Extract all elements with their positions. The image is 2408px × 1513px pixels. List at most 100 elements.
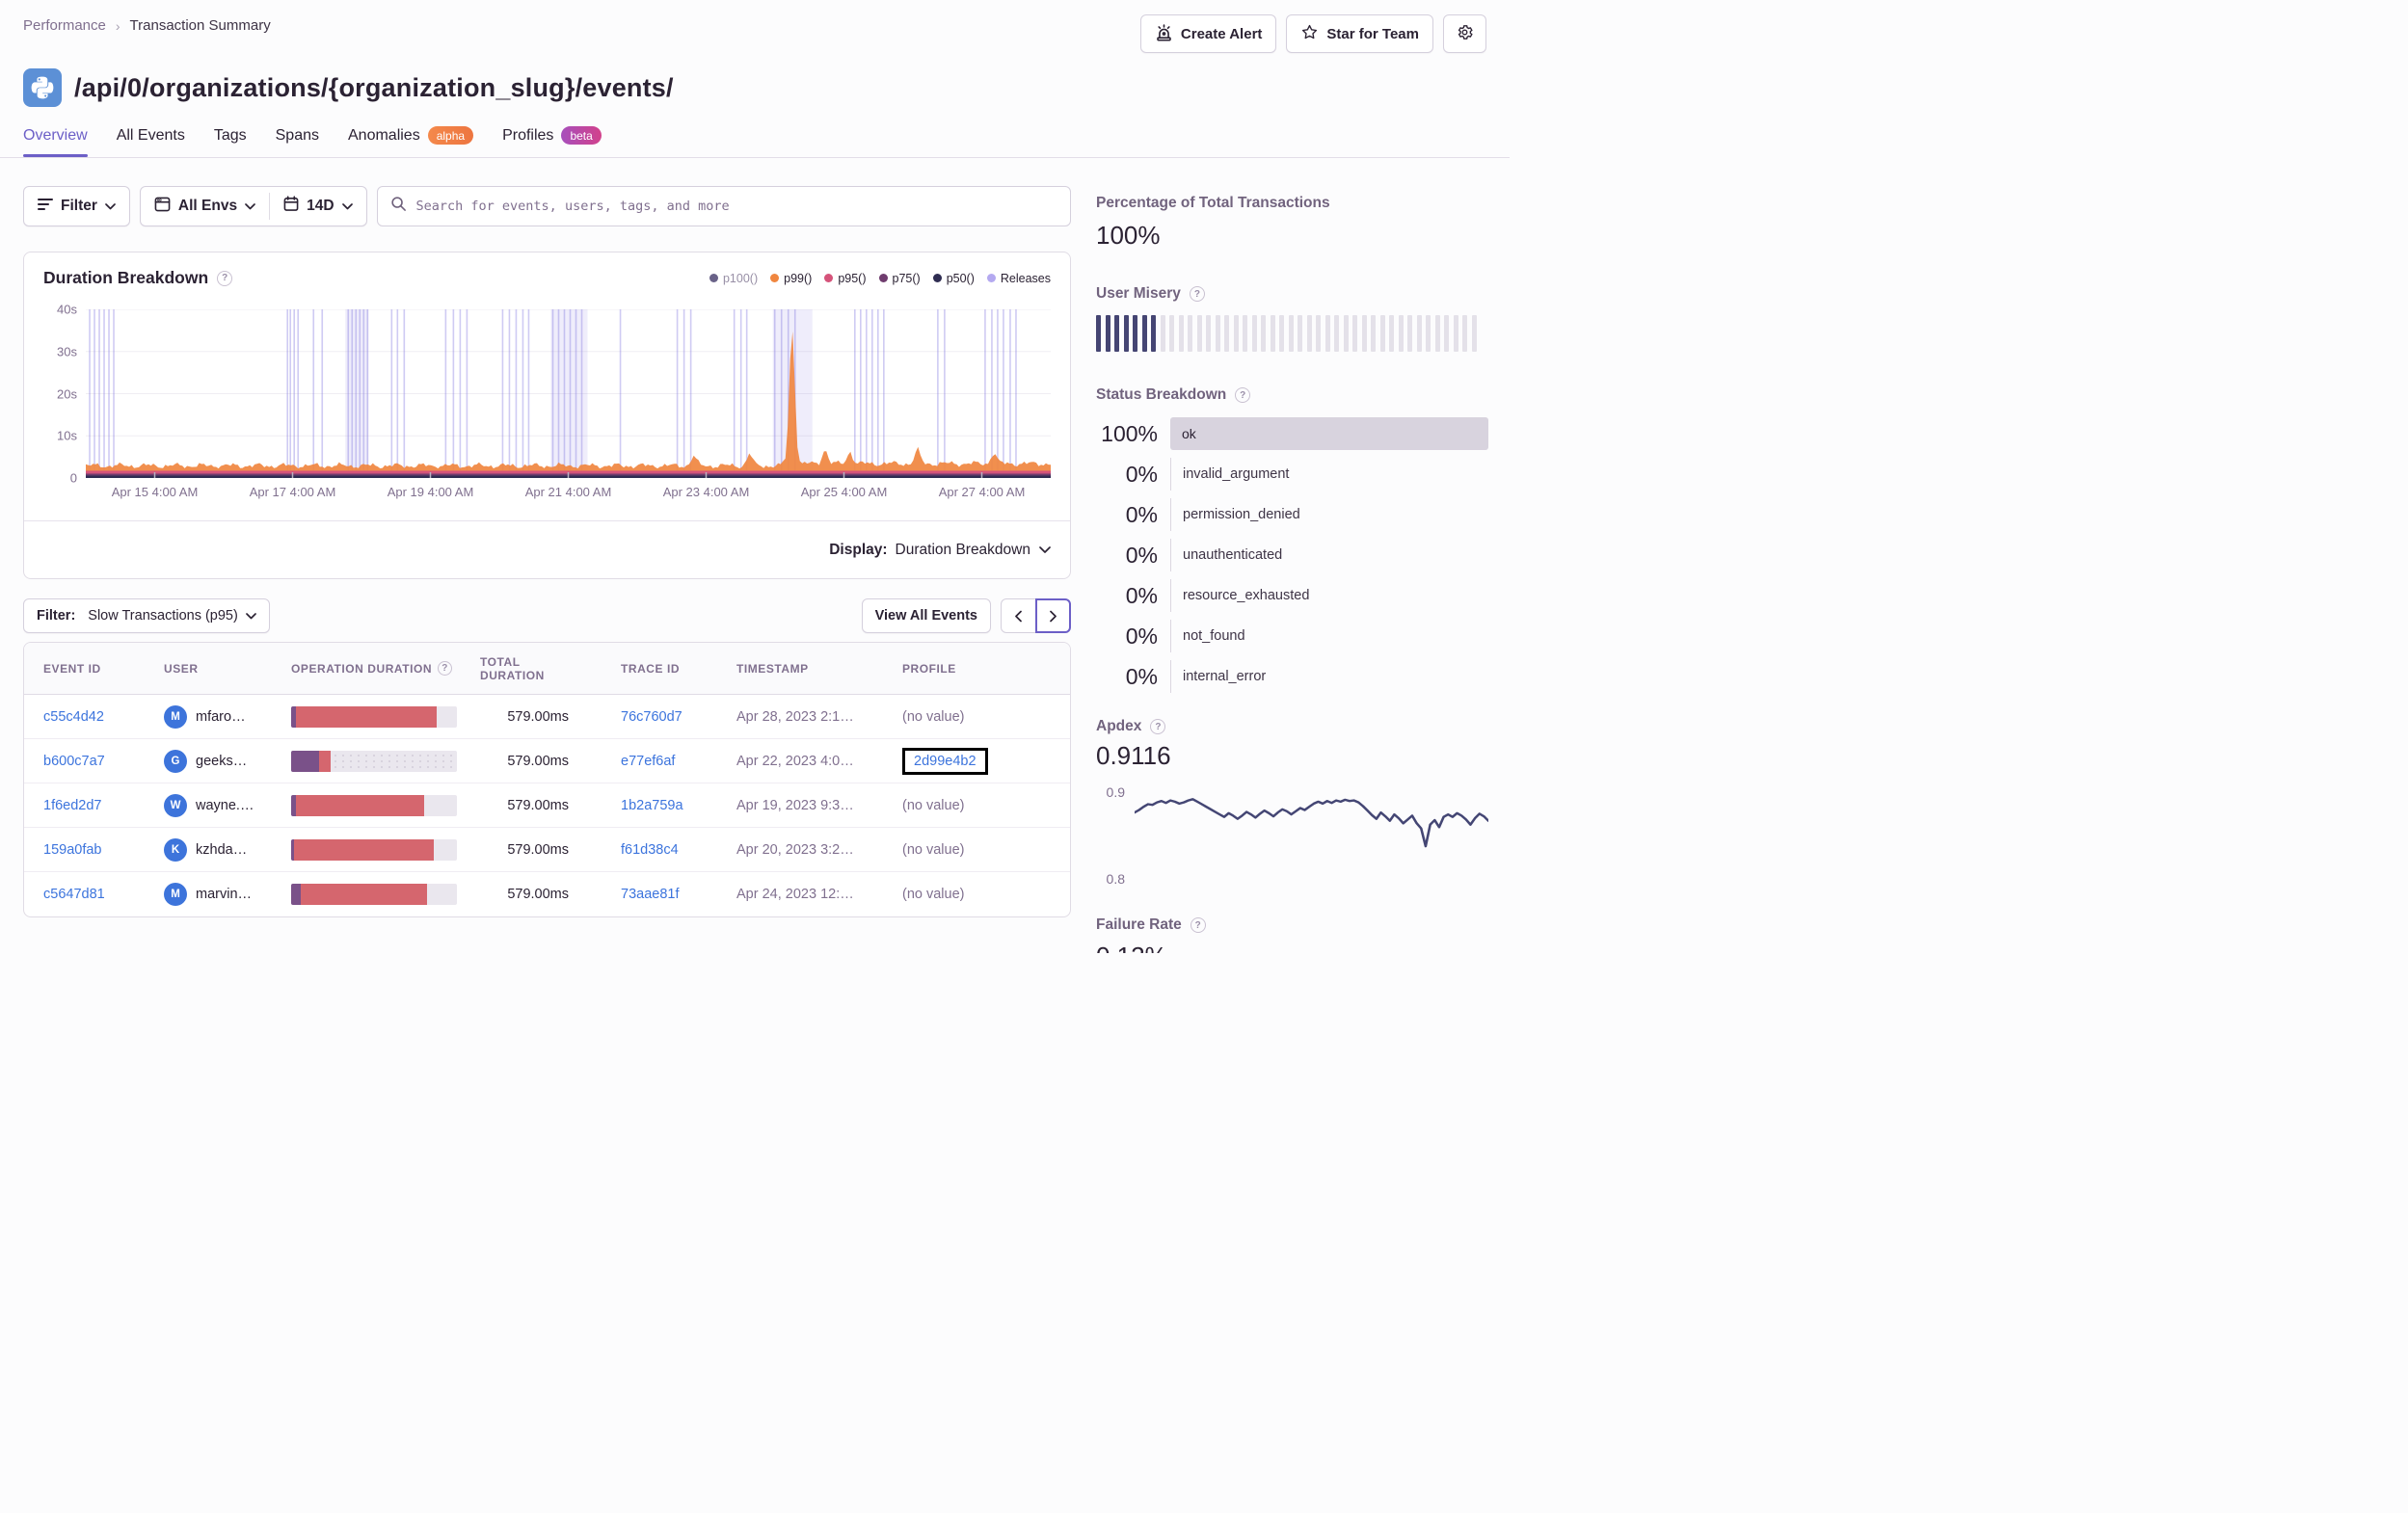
previous-page-button[interactable] xyxy=(1001,598,1036,633)
trace-id-link[interactable]: 76c760d7 xyxy=(621,708,682,725)
misery-tick-empty xyxy=(1416,315,1422,352)
legend-item-p95[interactable]: p95() xyxy=(824,271,867,285)
duration-breakdown-title: Duration Breakdown xyxy=(43,268,209,287)
misery-tick-empty xyxy=(1270,315,1275,352)
chevron-left-icon xyxy=(1015,610,1022,622)
filter-button[interactable]: Filter xyxy=(23,186,130,226)
display-selector[interactable]: Duration Breakdown xyxy=(896,542,1051,559)
status-label: invalid_argument xyxy=(1183,466,1290,482)
tab-anomalies[interactable]: Anomalies alpha xyxy=(348,126,474,157)
settings-button[interactable] xyxy=(1443,14,1486,53)
misery-tick-empty xyxy=(1361,315,1367,352)
chevron-down-icon xyxy=(245,202,255,209)
status-percent: 0% xyxy=(1125,663,1158,689)
duration-chart-svg xyxy=(86,309,1051,478)
event-id-link[interactable]: c5647d81 xyxy=(43,887,105,902)
tab-tags[interactable]: Tags xyxy=(213,126,247,144)
misery-tick-filled xyxy=(1123,315,1129,352)
profile-link[interactable]: 2d99e4b2 xyxy=(914,753,977,769)
view-all-events-button[interactable]: View All Events xyxy=(861,598,991,633)
trace-id-link[interactable]: e77ef6af xyxy=(621,753,676,769)
display-label: Display: xyxy=(829,541,888,558)
event-id-link[interactable]: 1f6ed2d7 xyxy=(43,797,102,813)
profile-no-value: (no value) xyxy=(902,797,965,813)
misery-tick-empty xyxy=(1426,315,1431,352)
chart-legend: p100() p99() p95() p75() p50() Releases xyxy=(709,272,1051,285)
star-for-team-label: Star for Team xyxy=(1326,25,1419,42)
user-name: wayne.… xyxy=(196,797,254,813)
transactions-filter-value: Slow Transactions (p95) xyxy=(88,608,238,624)
timestamp-value: Apr 20, 2023 3:2… xyxy=(736,841,854,858)
total-duration-value: 579.00ms xyxy=(507,753,569,769)
star-for-team-button[interactable]: Star for Team xyxy=(1286,14,1433,53)
help-icon[interactable]: ? xyxy=(1235,387,1251,403)
misery-tick-empty xyxy=(1371,315,1376,352)
status-breakdown-list: 100% ok 0% invalid_argument 0% permission_den… xyxy=(1096,417,1488,693)
total-transactions-section: Percentage of Total Transactions 100% xyxy=(1096,195,1488,251)
misery-tick-empty xyxy=(1389,315,1394,352)
misery-tick-empty xyxy=(1398,315,1404,352)
date-range-selector[interactable]: 14D xyxy=(270,187,365,226)
misery-tick-empty xyxy=(1178,315,1184,352)
trace-id-link[interactable]: f61d38c4 xyxy=(621,841,679,858)
apdex-y-axis: 0.9 0.8 xyxy=(1096,781,1135,893)
group-divider xyxy=(269,193,271,220)
trace-id-link[interactable]: 73aae81f xyxy=(621,887,680,902)
apdex-y-bottom: 0.8 xyxy=(1106,871,1125,887)
status-label: internal_error xyxy=(1183,669,1267,684)
misery-tick-empty xyxy=(1407,315,1412,352)
events-table: EVENT ID USER OPERATION DURATION? TOTAL … xyxy=(23,642,1071,917)
transactions-filter-label: Filter: xyxy=(37,608,76,624)
search-bar xyxy=(376,186,1071,226)
next-page-button[interactable] xyxy=(1035,598,1071,633)
tab-overview[interactable]: Overview xyxy=(23,126,88,157)
legend-item-Releases[interactable]: Releases xyxy=(986,272,1051,285)
x-tick-label: Apr 19 4:00 AM xyxy=(387,485,474,499)
legend-label: p100() xyxy=(722,271,759,285)
help-icon[interactable]: ? xyxy=(1150,719,1166,734)
status-label: resource_exhausted xyxy=(1183,588,1310,603)
table-header-row: EVENT ID USER OPERATION DURATION? TOTAL … xyxy=(24,643,1070,695)
status-label: unauthenticated xyxy=(1183,547,1283,563)
legend-label: p95() xyxy=(838,271,867,285)
status-row-invalid_argument: 0% invalid_argument xyxy=(1096,458,1488,491)
misery-tick-filled xyxy=(1105,315,1110,352)
apdex-value: 0.9116 xyxy=(1096,741,1171,770)
operation-segment-db xyxy=(291,794,297,816)
search-input[interactable] xyxy=(415,199,1057,214)
trace-id-link[interactable]: 1b2a759a xyxy=(621,797,683,813)
create-alert-button[interactable]: Create Alert xyxy=(1139,14,1277,53)
status-row-ok: 100% ok xyxy=(1096,417,1488,450)
environment-selector[interactable]: All Envs xyxy=(141,187,269,226)
failure-rate-section: Failure Rate ? 0.12% xyxy=(1096,916,1488,953)
help-icon[interactable]: ? xyxy=(438,661,453,676)
y-tick-label: 0 xyxy=(69,470,77,486)
legend-item-p75[interactable]: p75() xyxy=(878,271,921,285)
legend-dot xyxy=(986,274,996,282)
operation-segment-http xyxy=(294,838,434,861)
help-icon[interactable]: ? xyxy=(1190,917,1206,933)
legend-item-p50[interactable]: p50() xyxy=(932,272,975,285)
pagination xyxy=(1001,598,1071,633)
help-icon[interactable]: ? xyxy=(1189,286,1205,302)
event-id-link[interactable]: b600c7a7 xyxy=(43,753,105,769)
legend-label: p75() xyxy=(892,271,921,285)
operation-segment-http xyxy=(296,705,438,728)
legend-item-p100[interactable]: p100() xyxy=(709,272,758,285)
breadcrumb-performance[interactable]: Performance xyxy=(23,17,106,34)
search-icon xyxy=(390,196,407,217)
event-id-link[interactable]: c55c4d42 xyxy=(43,708,104,725)
misery-tick-empty xyxy=(1306,315,1312,352)
tab-all-events[interactable]: All Events xyxy=(116,126,185,144)
status-breakdown-heading: Status Breakdown xyxy=(1096,386,1227,403)
x-tick-label: Apr 25 4:00 AM xyxy=(800,485,888,499)
profile-no-value: (no value) xyxy=(902,841,965,858)
status-bar: permission_denied xyxy=(1170,498,1488,531)
event-id-link[interactable]: 159a0fab xyxy=(43,841,102,858)
help-icon[interactable]: ? xyxy=(217,270,233,286)
legend-item-p99[interactable]: p99() xyxy=(770,272,812,285)
misery-tick-empty xyxy=(1261,315,1266,352)
transactions-filter-button[interactable]: Filter: Slow Transactions (p95) xyxy=(23,598,270,633)
tab-profiles[interactable]: Profiles beta xyxy=(502,126,602,157)
tab-spans[interactable]: Spans xyxy=(275,126,319,144)
